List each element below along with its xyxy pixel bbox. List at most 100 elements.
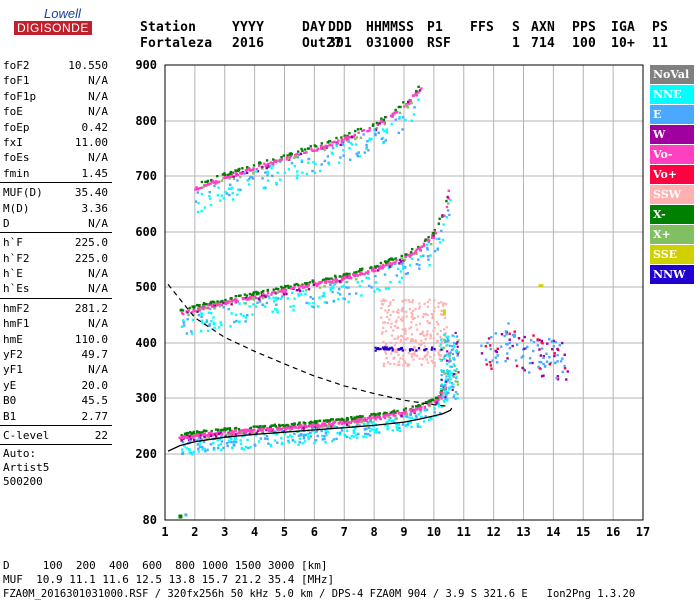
digisonde-logo: Lowell DIGISONDE xyxy=(4,6,132,40)
echo-point xyxy=(267,162,270,166)
echo-point xyxy=(441,395,444,398)
echo-point xyxy=(450,382,454,385)
echo-point xyxy=(531,361,534,365)
echo-point xyxy=(234,436,237,439)
echo-point xyxy=(322,291,326,295)
echo-point xyxy=(382,364,385,368)
echo-point xyxy=(396,337,399,340)
echo-point xyxy=(435,401,438,404)
param-name: B1 xyxy=(3,409,17,423)
echo-point xyxy=(204,450,207,453)
echo-point xyxy=(180,448,184,451)
echo-point xyxy=(411,408,414,411)
echo-point xyxy=(542,374,545,377)
echo-point xyxy=(255,290,258,294)
echo-point xyxy=(335,144,338,148)
param-name: foF2 xyxy=(3,59,30,72)
echo-point xyxy=(283,424,286,428)
echo-point xyxy=(398,426,401,429)
echo-point xyxy=(400,334,403,338)
echo-point xyxy=(227,434,231,437)
echo-point xyxy=(247,298,250,301)
echo-point xyxy=(373,290,376,293)
echo-point xyxy=(316,282,320,285)
echo-point xyxy=(447,189,451,193)
echo-point xyxy=(220,448,223,452)
echo-point xyxy=(222,197,226,200)
echo-point xyxy=(437,305,440,308)
echo-point xyxy=(429,416,432,419)
echo-point xyxy=(456,335,459,338)
y-tick-label: 400 xyxy=(135,336,157,350)
echo-point xyxy=(354,427,357,430)
echo-point xyxy=(290,435,294,438)
echo-point xyxy=(440,309,443,312)
echo-point xyxy=(227,187,231,190)
echo-point xyxy=(443,386,447,390)
echo-point xyxy=(445,216,448,219)
param-value: N/A xyxy=(88,74,108,88)
echo-point xyxy=(343,139,346,142)
echo-point xyxy=(400,338,403,342)
param-row: h`Es N/A xyxy=(0,281,112,296)
echo-point xyxy=(433,306,436,309)
echo-point xyxy=(210,429,213,433)
echo-point xyxy=(286,284,290,288)
echo-point xyxy=(355,278,358,281)
echo-point xyxy=(396,267,400,271)
param-row: hmF1 N/A xyxy=(0,316,112,331)
echo-point xyxy=(246,168,249,171)
echo-point xyxy=(427,418,431,422)
echo-point xyxy=(374,349,377,352)
echo-point xyxy=(448,213,451,217)
echo-point xyxy=(305,289,308,292)
echo-point xyxy=(412,410,416,413)
echo-point xyxy=(199,434,203,437)
echo-point xyxy=(221,299,224,303)
echo-point xyxy=(236,169,239,173)
echo-point xyxy=(515,364,519,368)
echo-point xyxy=(234,432,238,436)
echo-point xyxy=(402,354,405,358)
echo-point xyxy=(426,330,429,333)
echo-point xyxy=(407,299,410,302)
echo-point xyxy=(409,99,412,103)
echo-point xyxy=(408,327,411,330)
echo-point xyxy=(356,155,360,158)
echo-point xyxy=(444,393,447,396)
echo-point xyxy=(243,293,247,296)
echo-point xyxy=(275,182,278,185)
echo-point xyxy=(353,419,357,423)
echo-point xyxy=(444,354,447,358)
echo-point xyxy=(298,441,301,444)
echo-point xyxy=(219,431,223,435)
echo-point xyxy=(401,364,405,367)
param-name: yF1 xyxy=(3,363,23,377)
echo-point xyxy=(521,366,524,370)
echo-point xyxy=(361,267,364,270)
echo-point xyxy=(424,348,427,351)
echo-point xyxy=(361,129,364,133)
echo-point xyxy=(238,320,241,323)
echo-point xyxy=(450,348,453,352)
echo-point xyxy=(405,412,409,416)
echo-point xyxy=(201,445,204,449)
echo-point xyxy=(236,300,239,303)
echo-point xyxy=(216,174,219,178)
echo-point xyxy=(538,360,541,364)
echo-point xyxy=(425,401,429,404)
echo-point xyxy=(237,188,240,191)
echo-point xyxy=(445,205,449,209)
echo-point xyxy=(409,251,413,254)
echo-point xyxy=(511,344,514,348)
echo-point xyxy=(358,424,361,427)
echo-point xyxy=(499,345,503,348)
echo-point xyxy=(293,164,296,168)
echo-point xyxy=(245,294,249,297)
echo-point xyxy=(415,407,418,410)
echo-point xyxy=(185,431,188,435)
echo-point xyxy=(211,434,214,437)
echo-point xyxy=(320,429,323,433)
echo-point xyxy=(508,338,511,341)
echo-point xyxy=(356,281,359,284)
